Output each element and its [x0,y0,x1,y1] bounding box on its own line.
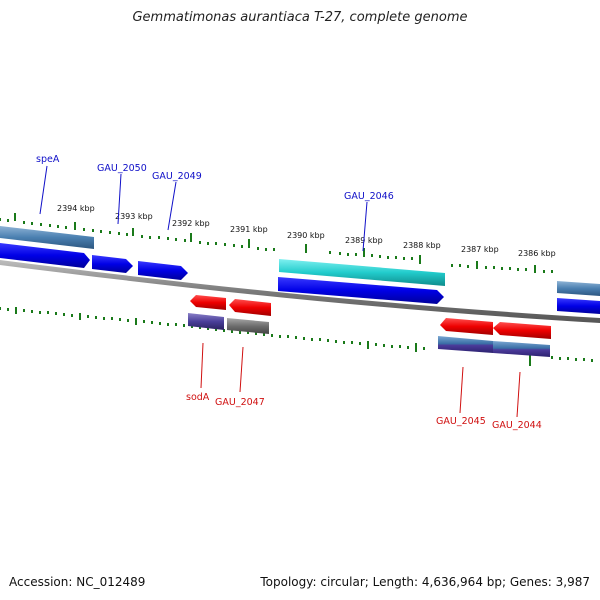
scale-label: 2390 kbp [287,231,325,240]
gene-bar-soda-cog [188,313,224,330]
gene-label-gau2044: GAU_2044 [492,420,542,431]
forward-cog-bars [0,226,600,296]
reverse-tick-track [0,307,593,366]
gene-arrow-gau2044 [493,322,551,339]
reverse-genes [190,295,551,339]
gene-arrow-gau2046 [278,277,444,304]
gene-arrow-soda [190,295,226,310]
scale-label: 2391 kbp [230,225,268,234]
gene-label-spea: speA [36,154,60,165]
gene-bar-gau2046-cog [279,259,445,286]
gene-bar-gau2047-cog [227,318,269,334]
reverse-gene-labels: sodA GAU_2047 GAU_2045 GAU_2044 [186,392,542,431]
gene-label-gau2046: GAU_2046 [344,191,394,202]
scale-label: 2394 kbp [57,204,95,213]
gene-arrow-gau2049 [138,261,188,280]
gene-arrow-gau2047 [229,299,271,316]
gene-bar-gau2044-cog [493,341,550,357]
forward-genes [0,243,600,314]
forward-label-lines [39,165,368,252]
scale-label: 2387 kbp [461,245,499,254]
reverse-label-lines [200,342,521,418]
topology-text: Topology: circular; Length: 4,636,964 bp… [260,575,590,589]
gene-label-gau2050: GAU_2050 [97,163,147,174]
gene-label-soda: sodA [186,392,210,403]
gene-label-gau2049: GAU_2049 [152,171,202,182]
gene-label-gau2047: GAU_2047 [215,397,265,408]
genome-backbone [0,260,600,323]
gene-label-gau2045: GAU_2045 [436,416,486,427]
reverse-cog-bars [188,313,550,357]
gene-arrow-gau2050 [92,255,133,273]
gene-arrow-right [557,298,600,314]
gene-bar-gau2045-cog [438,336,493,353]
forward-tick-track [0,213,553,273]
scale-label: 2393 kbp [115,212,153,221]
gene-arrow-spea [0,243,90,268]
gene-bar-spea-cog [0,226,94,249]
scale-label: 2386 kbp [518,249,556,258]
accession-text: Accession: NC_012489 [9,575,146,589]
scale-label: 2392 kbp [172,219,210,228]
forward-gene-labels: speA GAU_2050 GAU_2049 GAU_2046 [36,154,394,202]
map-title: Gemmatimonas aurantiaca T-27, complete g… [132,10,468,25]
gene-bar-right-cog [557,281,600,296]
scale-label: 2388 kbp [403,241,441,250]
gene-arrow-gau2045 [440,318,493,335]
